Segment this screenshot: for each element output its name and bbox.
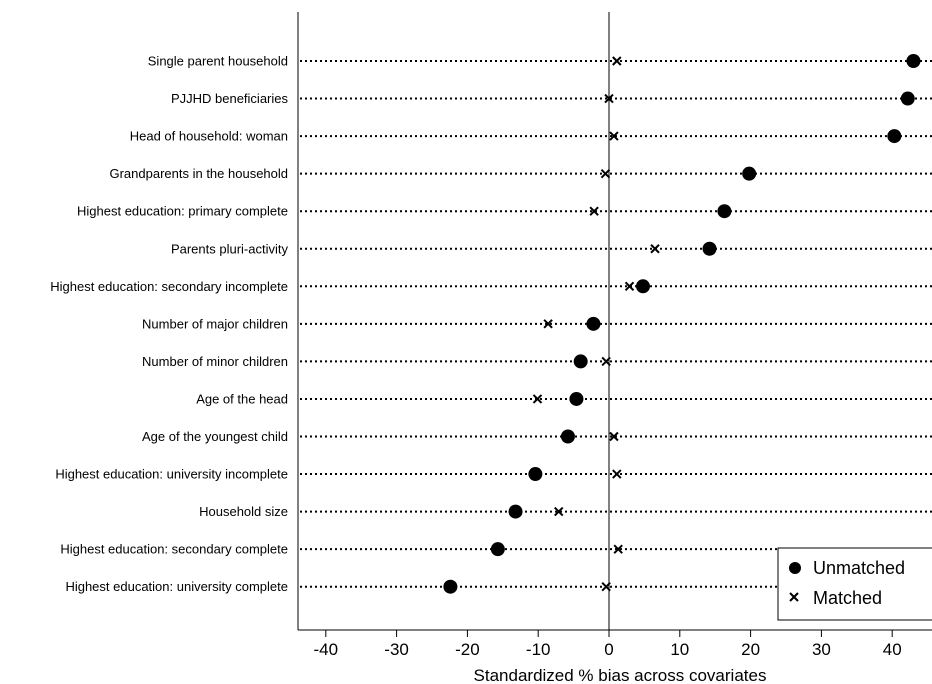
- matched-point: [613, 544, 623, 554]
- matched-point: [604, 93, 614, 104]
- unmatched-point: [906, 54, 921, 68]
- x-tick-label: -30: [384, 640, 409, 659]
- category-label: Number of major children: [142, 316, 288, 331]
- legend-box: [777, 547, 932, 621]
- x-tick-label: 10: [670, 640, 689, 659]
- unmatched-point: [443, 579, 458, 594]
- unmatched-point: [508, 504, 523, 519]
- matched-markers: [532, 56, 660, 592]
- category-label: PJJHD beneficiaries: [171, 91, 289, 106]
- unmatched-point: [717, 204, 732, 219]
- category-label: Highest education: primary complete: [77, 204, 288, 219]
- dotted-guides: [300, 60, 932, 588]
- unmatched-point: [702, 241, 717, 256]
- x-ticks: -40 -30 -20 -10 0 10 20 30 40: [314, 630, 902, 659]
- category-label: Single parent household: [148, 54, 288, 69]
- unmatched-point: [490, 542, 505, 557]
- category-label: Age of the youngest child: [142, 429, 288, 444]
- legend-unmatched-marker: [789, 562, 801, 574]
- legend-matched-marker: [789, 592, 799, 602]
- x-tick-label: 40: [883, 640, 902, 659]
- x-tick-label: 0: [604, 640, 613, 659]
- matched-point: [609, 431, 619, 442]
- legend-unmatched-label: Unmatched: [813, 558, 905, 578]
- unmatched-point: [635, 279, 650, 294]
- matched-point: [589, 206, 599, 216]
- unmatched-point: [900, 91, 915, 106]
- legend: Unmatched Matched: [777, 547, 932, 621]
- category-label: Highest education: secondary complete: [60, 542, 288, 557]
- x-axis-title: Standardized % bias across covariates: [474, 666, 767, 684]
- category-label: Highest education: university incomplete: [55, 467, 288, 482]
- category-label: Number of minor children: [142, 354, 288, 369]
- matched-point: [612, 56, 622, 66]
- matched-point: [543, 319, 553, 329]
- category-label: Highest education: university complete: [65, 579, 288, 594]
- matched-point: [600, 168, 611, 179]
- matched-point: [609, 131, 619, 141]
- unmatched-point: [586, 316, 601, 331]
- legend-matched-label: Matched: [813, 588, 882, 608]
- unmatched-point: [573, 354, 588, 369]
- x-tick-label: -20: [455, 640, 480, 659]
- x-tick-label: 30: [812, 640, 831, 659]
- unmatched-point: [560, 429, 575, 444]
- matched-point: [601, 581, 611, 592]
- matched-point: [601, 356, 611, 367]
- unmatched-point: [742, 166, 757, 181]
- category-label: Parents pluri-activity: [171, 241, 289, 256]
- matched-point: [612, 469, 622, 479]
- unmatched-point: [887, 129, 902, 144]
- matched-point: [624, 281, 635, 292]
- matched-point: [532, 394, 543, 404]
- category-labels: Single parent household PJJHD beneficiari…: [50, 54, 288, 595]
- unmatched-markers: [443, 54, 921, 594]
- category-label: Age of the head: [196, 391, 288, 406]
- unmatched-point: [569, 391, 584, 406]
- x-tick-label: -10: [526, 640, 551, 659]
- unmatched-point: [528, 467, 543, 482]
- category-label: Grandparents in the household: [109, 166, 288, 181]
- category-label: Head of household: woman: [130, 129, 288, 144]
- x-tick-label: -40: [314, 640, 339, 659]
- category-label: Highest education: secondary incomplete: [50, 279, 288, 294]
- x-tick-label: 20: [741, 640, 760, 659]
- category-label: Household size: [199, 504, 288, 519]
- matched-point: [554, 506, 564, 517]
- matched-point: [650, 244, 660, 254]
